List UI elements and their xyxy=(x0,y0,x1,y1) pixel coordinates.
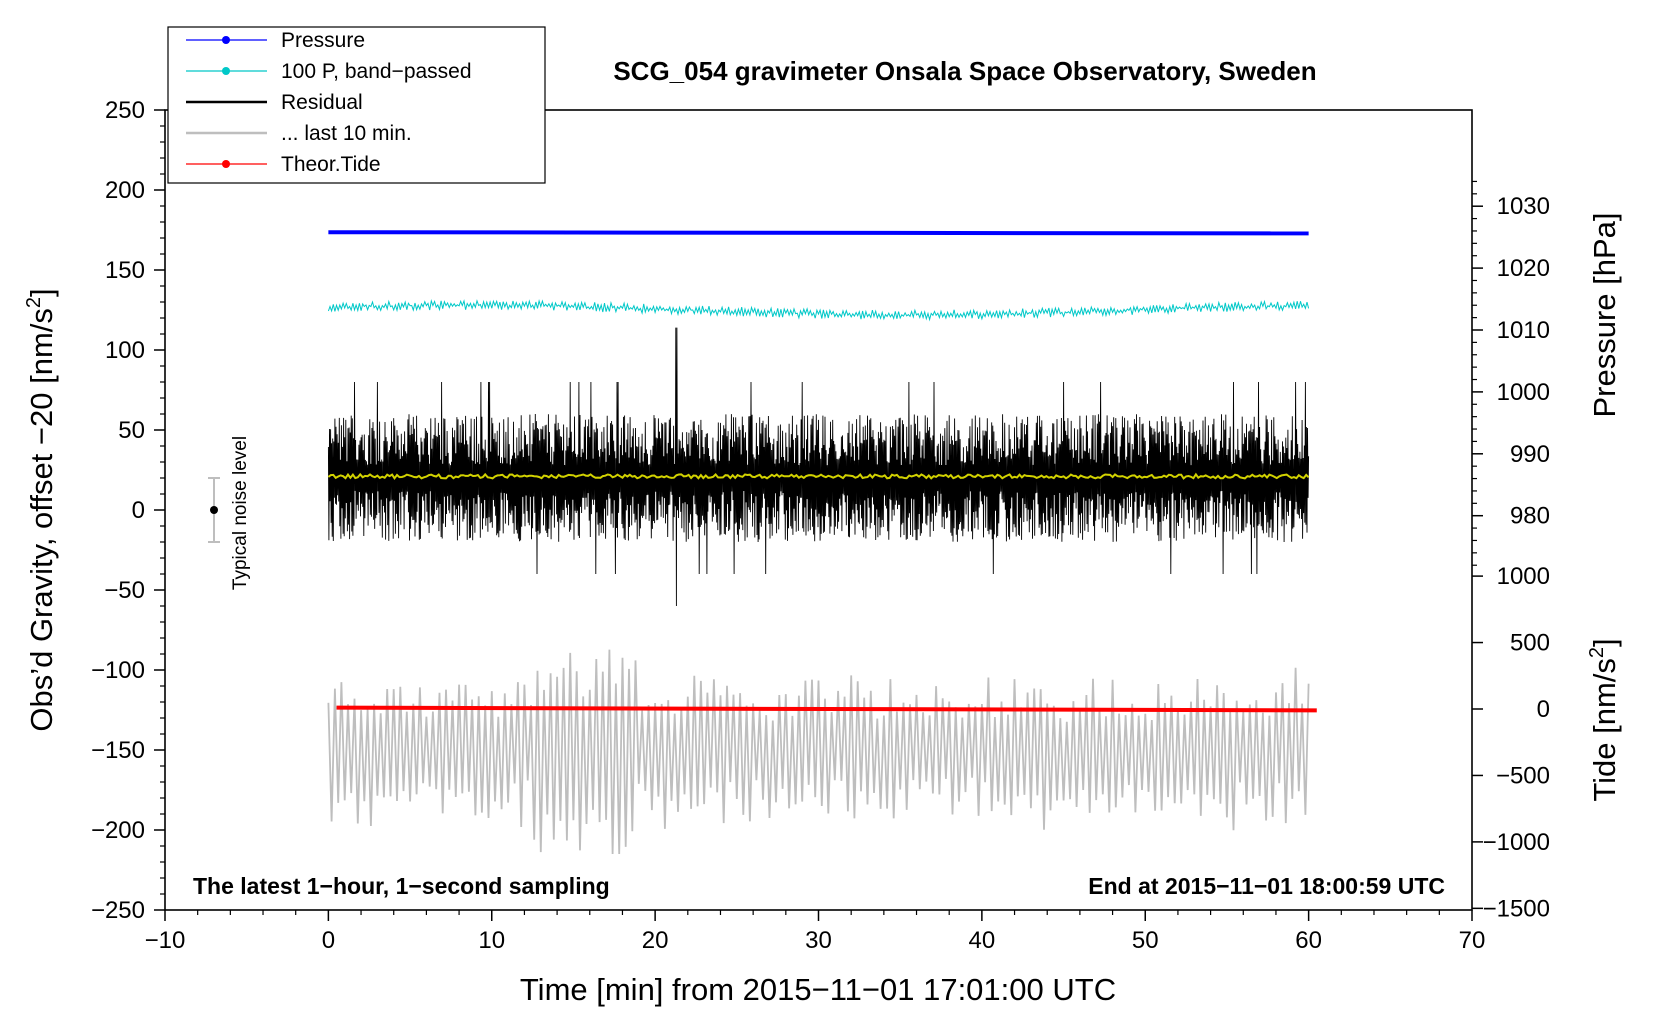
y-tide-tick-label: −500 xyxy=(1496,762,1550,789)
legend-marker xyxy=(222,160,230,168)
y-pressure-tick-label: 990 xyxy=(1510,441,1550,468)
annotation-end-time: End at 2015−11−01 18:00:59 UTC xyxy=(1088,873,1445,899)
y-axis-pressure-title: Pressure [hPa] xyxy=(1587,212,1622,417)
x-tick-label: 30 xyxy=(805,927,832,954)
y-pressure-tick-label: 1010 xyxy=(1497,317,1550,344)
x-axis-title: Time [min] from 2015−11−01 17:01:00 UTC xyxy=(520,972,1116,1007)
legend-marker xyxy=(222,36,230,44)
y-left-tick-label: 250 xyxy=(105,97,145,124)
y-axis-left-title-main: Obs’d Gravity, offset −20 [nm/s xyxy=(24,308,59,732)
x-tick-label: 40 xyxy=(969,927,996,954)
x-tick-label: 0 xyxy=(322,927,335,954)
series-residual-line xyxy=(327,327,1310,607)
y-axis-tide-title-main: Tide [nm/s xyxy=(1587,658,1622,802)
legend-label: Theor.Tide xyxy=(281,153,381,176)
x-tick-label: 50 xyxy=(1132,927,1159,954)
y-pressure-tick-label: 1030 xyxy=(1497,193,1550,220)
y-tide-tick-label: 1000 xyxy=(1497,563,1550,590)
annotation-sampling: The latest 1−hour, 1−second sampling xyxy=(193,873,610,899)
y-axis-tide-title-sup: 2 xyxy=(1586,647,1608,658)
y-pressure-tick-label: 1000 xyxy=(1497,379,1550,406)
y-left-tick-label: −150 xyxy=(91,737,145,764)
y-axis-tide-title-close: ] xyxy=(1587,638,1622,647)
noise-center-dot xyxy=(210,506,219,514)
series-theor-tide-line xyxy=(336,705,1317,713)
legend-label: Pressure xyxy=(281,29,365,52)
series-residual-smoothed-line xyxy=(327,472,1310,481)
x-tick-label: −10 xyxy=(145,927,186,954)
y-left-tick-label: 100 xyxy=(105,337,145,364)
series-last-10-min-line xyxy=(327,649,1310,855)
y-axis-left-title-close: ] xyxy=(24,288,59,297)
y-tide-tick-label: 0 xyxy=(1537,696,1550,723)
noise-indicator xyxy=(208,477,221,543)
y-pressure-tick-label: 1020 xyxy=(1497,255,1550,282)
y-left-tick-label: 50 xyxy=(118,417,145,444)
y-left-tick-label: 0 xyxy=(132,497,145,524)
y-left-tick-label: −100 xyxy=(91,657,145,684)
y-tide-tick-label: −1000 xyxy=(1483,829,1550,856)
y-left-tick-label: −250 xyxy=(91,897,145,924)
legend-box xyxy=(167,26,546,184)
legend: Pressure 100 P, band−passed Residual ... la… xyxy=(167,26,546,184)
x-tick-label: 60 xyxy=(1295,927,1322,954)
y-left-tick-label: −200 xyxy=(91,817,145,844)
y-left-tick-label: 150 xyxy=(105,257,145,284)
ticks-layer: −10 0 10 20 30 40 50 60 70250200150100500−50−100… xyxy=(91,97,1550,954)
noise-level-label: Typical noise level xyxy=(230,436,251,590)
y-left-tick-label: −50 xyxy=(104,577,145,604)
chart-title: SCG_054 gravimeter Onsala Space Observat… xyxy=(613,56,1316,86)
series-band-passed-line xyxy=(327,299,1310,322)
y-axis-left-title-sup: 2 xyxy=(23,297,45,308)
series-pressure-line xyxy=(328,230,1309,236)
y-axis-tide-title: Tide [nm/s2] xyxy=(1586,638,1622,801)
y-left-tick-label: 200 xyxy=(105,177,145,204)
y-axis-left-title: Obs’d Gravity, offset −20 [nm/s2] xyxy=(23,288,59,731)
legend-label: 100 P, band−passed xyxy=(281,60,472,83)
y-pressure-tick-label: 980 xyxy=(1510,503,1550,530)
legend-label: ... last 10 min. xyxy=(281,122,412,145)
x-tick-label: 70 xyxy=(1459,927,1486,954)
series-layer xyxy=(327,230,1317,855)
y-tide-tick-label: 500 xyxy=(1510,630,1550,657)
y-tide-tick-label: −1500 xyxy=(1483,895,1550,922)
x-tick-label: 20 xyxy=(642,927,669,954)
legend-marker xyxy=(222,67,230,75)
x-tick-label: 10 xyxy=(478,927,505,954)
legend-label: Residual xyxy=(281,91,363,114)
